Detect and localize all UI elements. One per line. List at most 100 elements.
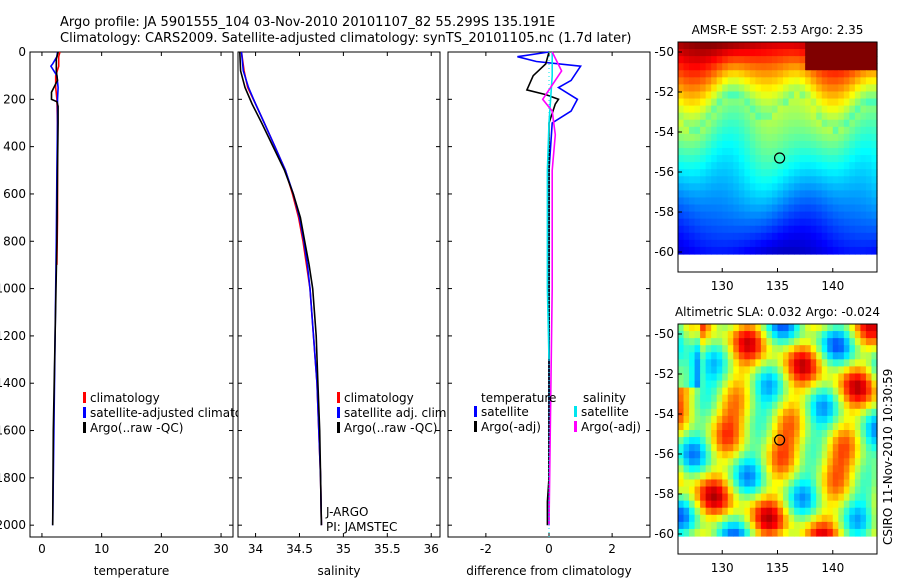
map-cell <box>783 394 790 403</box>
map-cell <box>755 415 762 424</box>
map-cell <box>766 77 773 85</box>
map-cell <box>860 42 867 50</box>
map-cell <box>749 324 756 332</box>
map-cell <box>794 373 801 382</box>
map-cell <box>838 204 845 213</box>
map-cell <box>777 232 784 241</box>
map-cell <box>760 324 768 332</box>
map-cell <box>678 42 685 50</box>
map-cell <box>843 225 850 234</box>
map-cell <box>777 465 784 473</box>
map-cell <box>783 140 790 149</box>
map-cell <box>783 430 790 438</box>
map-cell <box>838 422 845 431</box>
map-cell <box>760 444 768 452</box>
map-cell <box>738 401 745 410</box>
map-cell <box>783 472 790 481</box>
map-cell <box>860 500 867 509</box>
map-cell <box>794 56 801 64</box>
map-cell <box>783 352 790 360</box>
map-cell <box>694 500 701 509</box>
map-cell <box>871 56 878 64</box>
map-cell <box>799 514 806 523</box>
map-cell <box>843 218 850 227</box>
map-cell <box>783 133 790 142</box>
map-cell <box>711 507 718 516</box>
map-cell <box>788 345 795 353</box>
map-cell <box>683 493 690 502</box>
map-cell <box>777 373 784 382</box>
map-cell <box>755 514 762 523</box>
map-cell <box>805 422 812 431</box>
map-cell <box>777 437 784 445</box>
map-cell <box>755 225 762 234</box>
map-cell <box>716 133 723 142</box>
map-cell <box>727 479 734 488</box>
map-cell <box>760 331 768 339</box>
map-cell <box>783 148 790 156</box>
map-cell <box>777 218 784 227</box>
map-cell <box>733 197 740 206</box>
x-tick-label: 20 <box>154 542 169 556</box>
map-cell <box>711 42 718 50</box>
map-cell <box>777 479 784 488</box>
map-cell <box>865 366 873 375</box>
map-cell <box>766 493 773 502</box>
map-cell <box>788 422 795 431</box>
map-cell <box>849 105 856 114</box>
map-cell <box>794 204 801 213</box>
map-cell <box>799 331 806 339</box>
map-cell <box>843 119 850 128</box>
map-cell <box>705 162 712 170</box>
map-cell <box>821 148 828 156</box>
map-cell <box>694 98 701 107</box>
map-cell <box>788 415 795 424</box>
map-cell <box>794 451 801 459</box>
map-cell <box>805 56 812 64</box>
y-tick-label: -56 <box>654 447 674 461</box>
legend-label: satellite <box>581 405 629 419</box>
map-cell <box>871 63 878 71</box>
map-cell <box>783 493 790 502</box>
map-cell <box>843 84 850 93</box>
series-line-argo-raw-qc- <box>50 51 59 526</box>
map-cell <box>727 91 734 100</box>
map-cell <box>689 183 696 191</box>
x-tick-label: 135 <box>766 279 789 293</box>
map-cell <box>771 190 779 199</box>
map-cell <box>700 359 707 367</box>
map-cell <box>838 56 845 64</box>
map-cell <box>788 324 795 332</box>
map-cell <box>689 70 696 78</box>
map-cell <box>827 521 834 530</box>
map-cell <box>810 437 817 445</box>
plot-frame <box>237 51 441 538</box>
map-cell <box>843 63 850 71</box>
map-cell <box>733 218 740 227</box>
map-cell <box>766 218 773 227</box>
map-cell <box>760 507 768 516</box>
map-cell <box>827 155 834 163</box>
map-cell <box>749 528 756 537</box>
map-cell <box>810 211 817 220</box>
map-cell <box>827 430 834 438</box>
map-cell <box>838 352 845 360</box>
map-cell <box>854 197 862 206</box>
map-cell <box>755 112 762 121</box>
map-cell <box>788 338 795 346</box>
map-cell <box>694 521 701 530</box>
map-cell <box>810 514 817 523</box>
map-cell <box>843 394 850 403</box>
map-cell <box>860 133 867 142</box>
map-cell <box>788 126 795 135</box>
map-cell <box>777 183 784 191</box>
map-cell <box>871 493 878 502</box>
map-cell <box>783 479 790 488</box>
map-cell <box>694 49 701 57</box>
map-cell <box>832 211 839 220</box>
map-cell <box>777 486 784 495</box>
map-cell <box>860 472 867 481</box>
map-cell <box>816 91 823 100</box>
map-cell <box>838 345 845 353</box>
map-cell <box>771 359 779 367</box>
